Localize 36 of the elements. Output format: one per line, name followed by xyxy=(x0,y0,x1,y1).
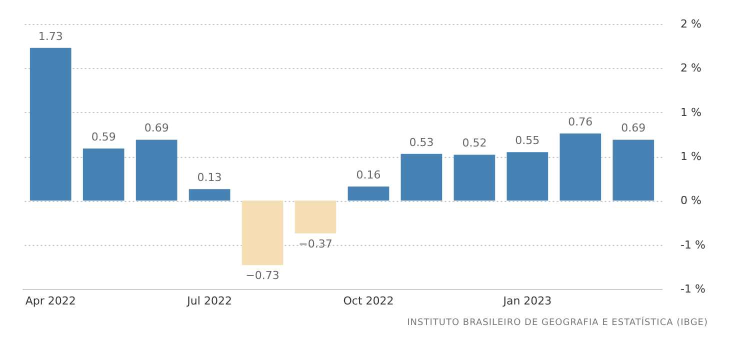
bar xyxy=(612,140,654,201)
data-label: 0.69 xyxy=(144,122,169,135)
y-tick-label: 1 % xyxy=(680,150,702,163)
x-tick-label: Apr 2022 xyxy=(25,294,76,308)
bar xyxy=(560,134,602,201)
y-tick-label: -1 % xyxy=(680,282,706,296)
data-label: 0.55 xyxy=(515,134,540,148)
data-label: 1.73 xyxy=(38,30,63,43)
bar xyxy=(188,189,230,201)
x-tick-label: Jul 2022 xyxy=(186,294,232,308)
data-label: 0.53 xyxy=(409,136,434,149)
bar xyxy=(506,152,548,201)
data-label: 0.59 xyxy=(91,130,116,144)
y-tick-label: 0 % xyxy=(680,194,702,208)
bar xyxy=(242,200,284,266)
data-label: 0.52 xyxy=(462,136,487,150)
data-label: −0.37 xyxy=(298,237,332,250)
y-tick-label: 2 % xyxy=(680,18,702,30)
data-label: 0.16 xyxy=(356,168,381,182)
y-tick-label: -1 % xyxy=(680,238,706,252)
x-tick-label: Oct 2022 xyxy=(343,294,394,308)
bar xyxy=(30,48,72,201)
data-label: 0.76 xyxy=(568,116,593,129)
data-label: −0.73 xyxy=(246,269,280,282)
y-tick-label: 1 % xyxy=(680,106,702,119)
bar xyxy=(82,148,124,201)
bar xyxy=(294,200,336,234)
data-label: 0.13 xyxy=(197,171,222,184)
bar xyxy=(400,154,442,201)
bar xyxy=(348,186,390,201)
bar xyxy=(454,154,496,201)
bar xyxy=(136,140,178,201)
y-tick-label: 2 % xyxy=(680,62,702,75)
data-label: 0.69 xyxy=(621,122,646,135)
x-tick-label: Jan 2023 xyxy=(502,294,552,308)
text: INSTITUTO BRASILEIRO DE GEOGRAFIA E ESTATÍSTICA (IBGE) xyxy=(406,318,708,328)
